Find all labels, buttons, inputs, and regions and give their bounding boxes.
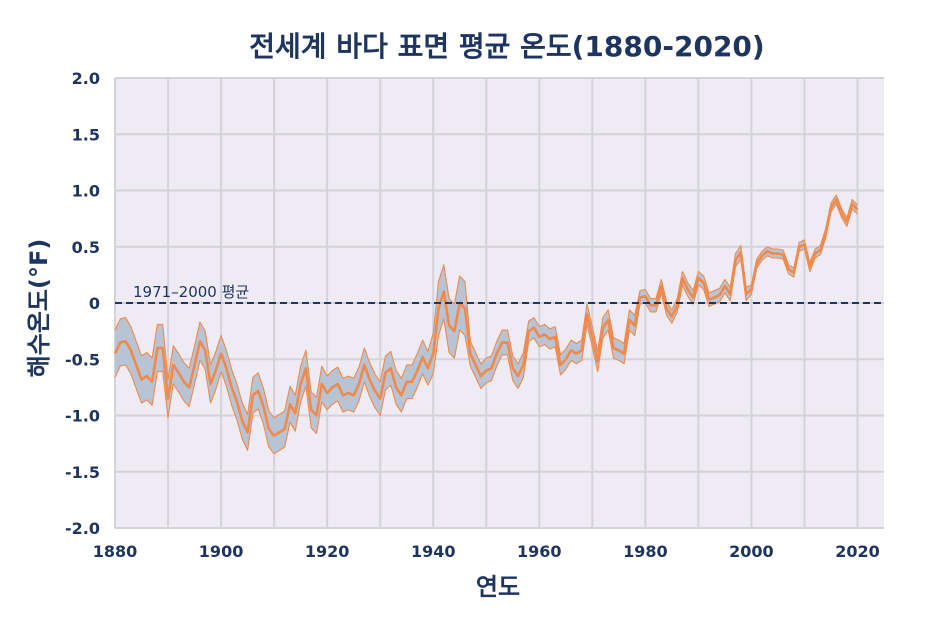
x-tick-label: 1980 xyxy=(623,542,668,561)
y-tick-label: -0.5 xyxy=(65,350,100,369)
y-tick-label: 1.0 xyxy=(72,182,100,201)
y-tick-label: 1.5 xyxy=(72,125,100,144)
x-tick-labels: 1880 1900 1920 1940 1960 1980 2000 2020 xyxy=(93,542,880,561)
chart-title: 전세계 바다 표면 평균 온도(1880-2020) xyxy=(249,30,764,63)
y-tick-label: -1.5 xyxy=(65,463,100,482)
y-tick-label: -1.0 xyxy=(65,407,100,426)
x-tick-label: 1880 xyxy=(93,542,138,561)
temperature-line xyxy=(113,198,859,438)
y-tick-label: 0 xyxy=(89,294,100,313)
y-axis-label: 해수온도(°F) xyxy=(25,239,53,378)
x-tick-label: 1920 xyxy=(305,542,350,561)
y-tick-labels: 2.0 1.5 1.0 0.5 0 -0.5 -1.0 -1.5 -2.0 xyxy=(65,69,100,538)
x-tick-label: 1960 xyxy=(517,542,562,561)
reference-layer: 1971–2000 평균 xyxy=(115,283,884,304)
x-tick-label: 1940 xyxy=(411,542,456,561)
y-tick-label: 0.5 xyxy=(72,238,100,257)
x-tick-label: 2000 xyxy=(729,542,774,561)
x-axis-label: 연도 xyxy=(476,573,520,601)
y-tick-label: -2.0 xyxy=(65,519,100,538)
x-tick-label: 2020 xyxy=(835,542,880,561)
reference-label: 1971–2000 평균 xyxy=(133,283,249,301)
x-tick-label: 1900 xyxy=(199,542,244,561)
y-tick-label: 2.0 xyxy=(72,69,100,88)
series-layer xyxy=(113,194,859,455)
